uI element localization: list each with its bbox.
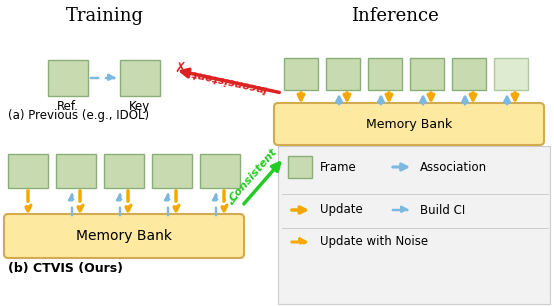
Bar (120, 60, 160, 96)
Text: Update: Update (320, 203, 363, 217)
Bar (410, 58, 444, 90)
Bar (56, 154, 96, 188)
Bar (494, 58, 528, 90)
Text: Ref.: Ref. (57, 100, 79, 113)
Bar (104, 154, 144, 188)
Bar (278, 146, 550, 304)
Bar (48, 60, 88, 96)
Bar (200, 154, 240, 188)
Text: Key: Key (130, 100, 151, 113)
Text: Memory Bank: Memory Bank (76, 229, 172, 243)
Text: Inference: Inference (351, 7, 439, 25)
Text: (b) CTVIS (Ours): (b) CTVIS (Ours) (8, 262, 123, 275)
Text: ✗: ✗ (174, 61, 186, 75)
Bar (152, 154, 192, 188)
Bar (8, 154, 48, 188)
Text: Memory Bank: Memory Bank (366, 118, 452, 130)
FancyBboxPatch shape (4, 214, 244, 258)
Text: Update with Noise: Update with Noise (320, 236, 428, 248)
Bar (326, 58, 360, 90)
Bar (288, 156, 312, 178)
Text: Inconsistent: Inconsistent (191, 67, 268, 93)
Bar (284, 58, 318, 90)
Text: ✓: ✓ (228, 195, 240, 210)
Text: Association: Association (420, 161, 487, 174)
Text: Training: Training (66, 7, 144, 25)
Bar (452, 58, 486, 90)
Text: Build CI: Build CI (420, 203, 465, 217)
Bar (368, 58, 402, 90)
Text: Frame: Frame (320, 161, 357, 174)
FancyBboxPatch shape (274, 103, 544, 145)
Text: (a) Previous (e.g., IDOL): (a) Previous (e.g., IDOL) (8, 109, 149, 122)
Text: Consistent: Consistent (228, 146, 279, 203)
